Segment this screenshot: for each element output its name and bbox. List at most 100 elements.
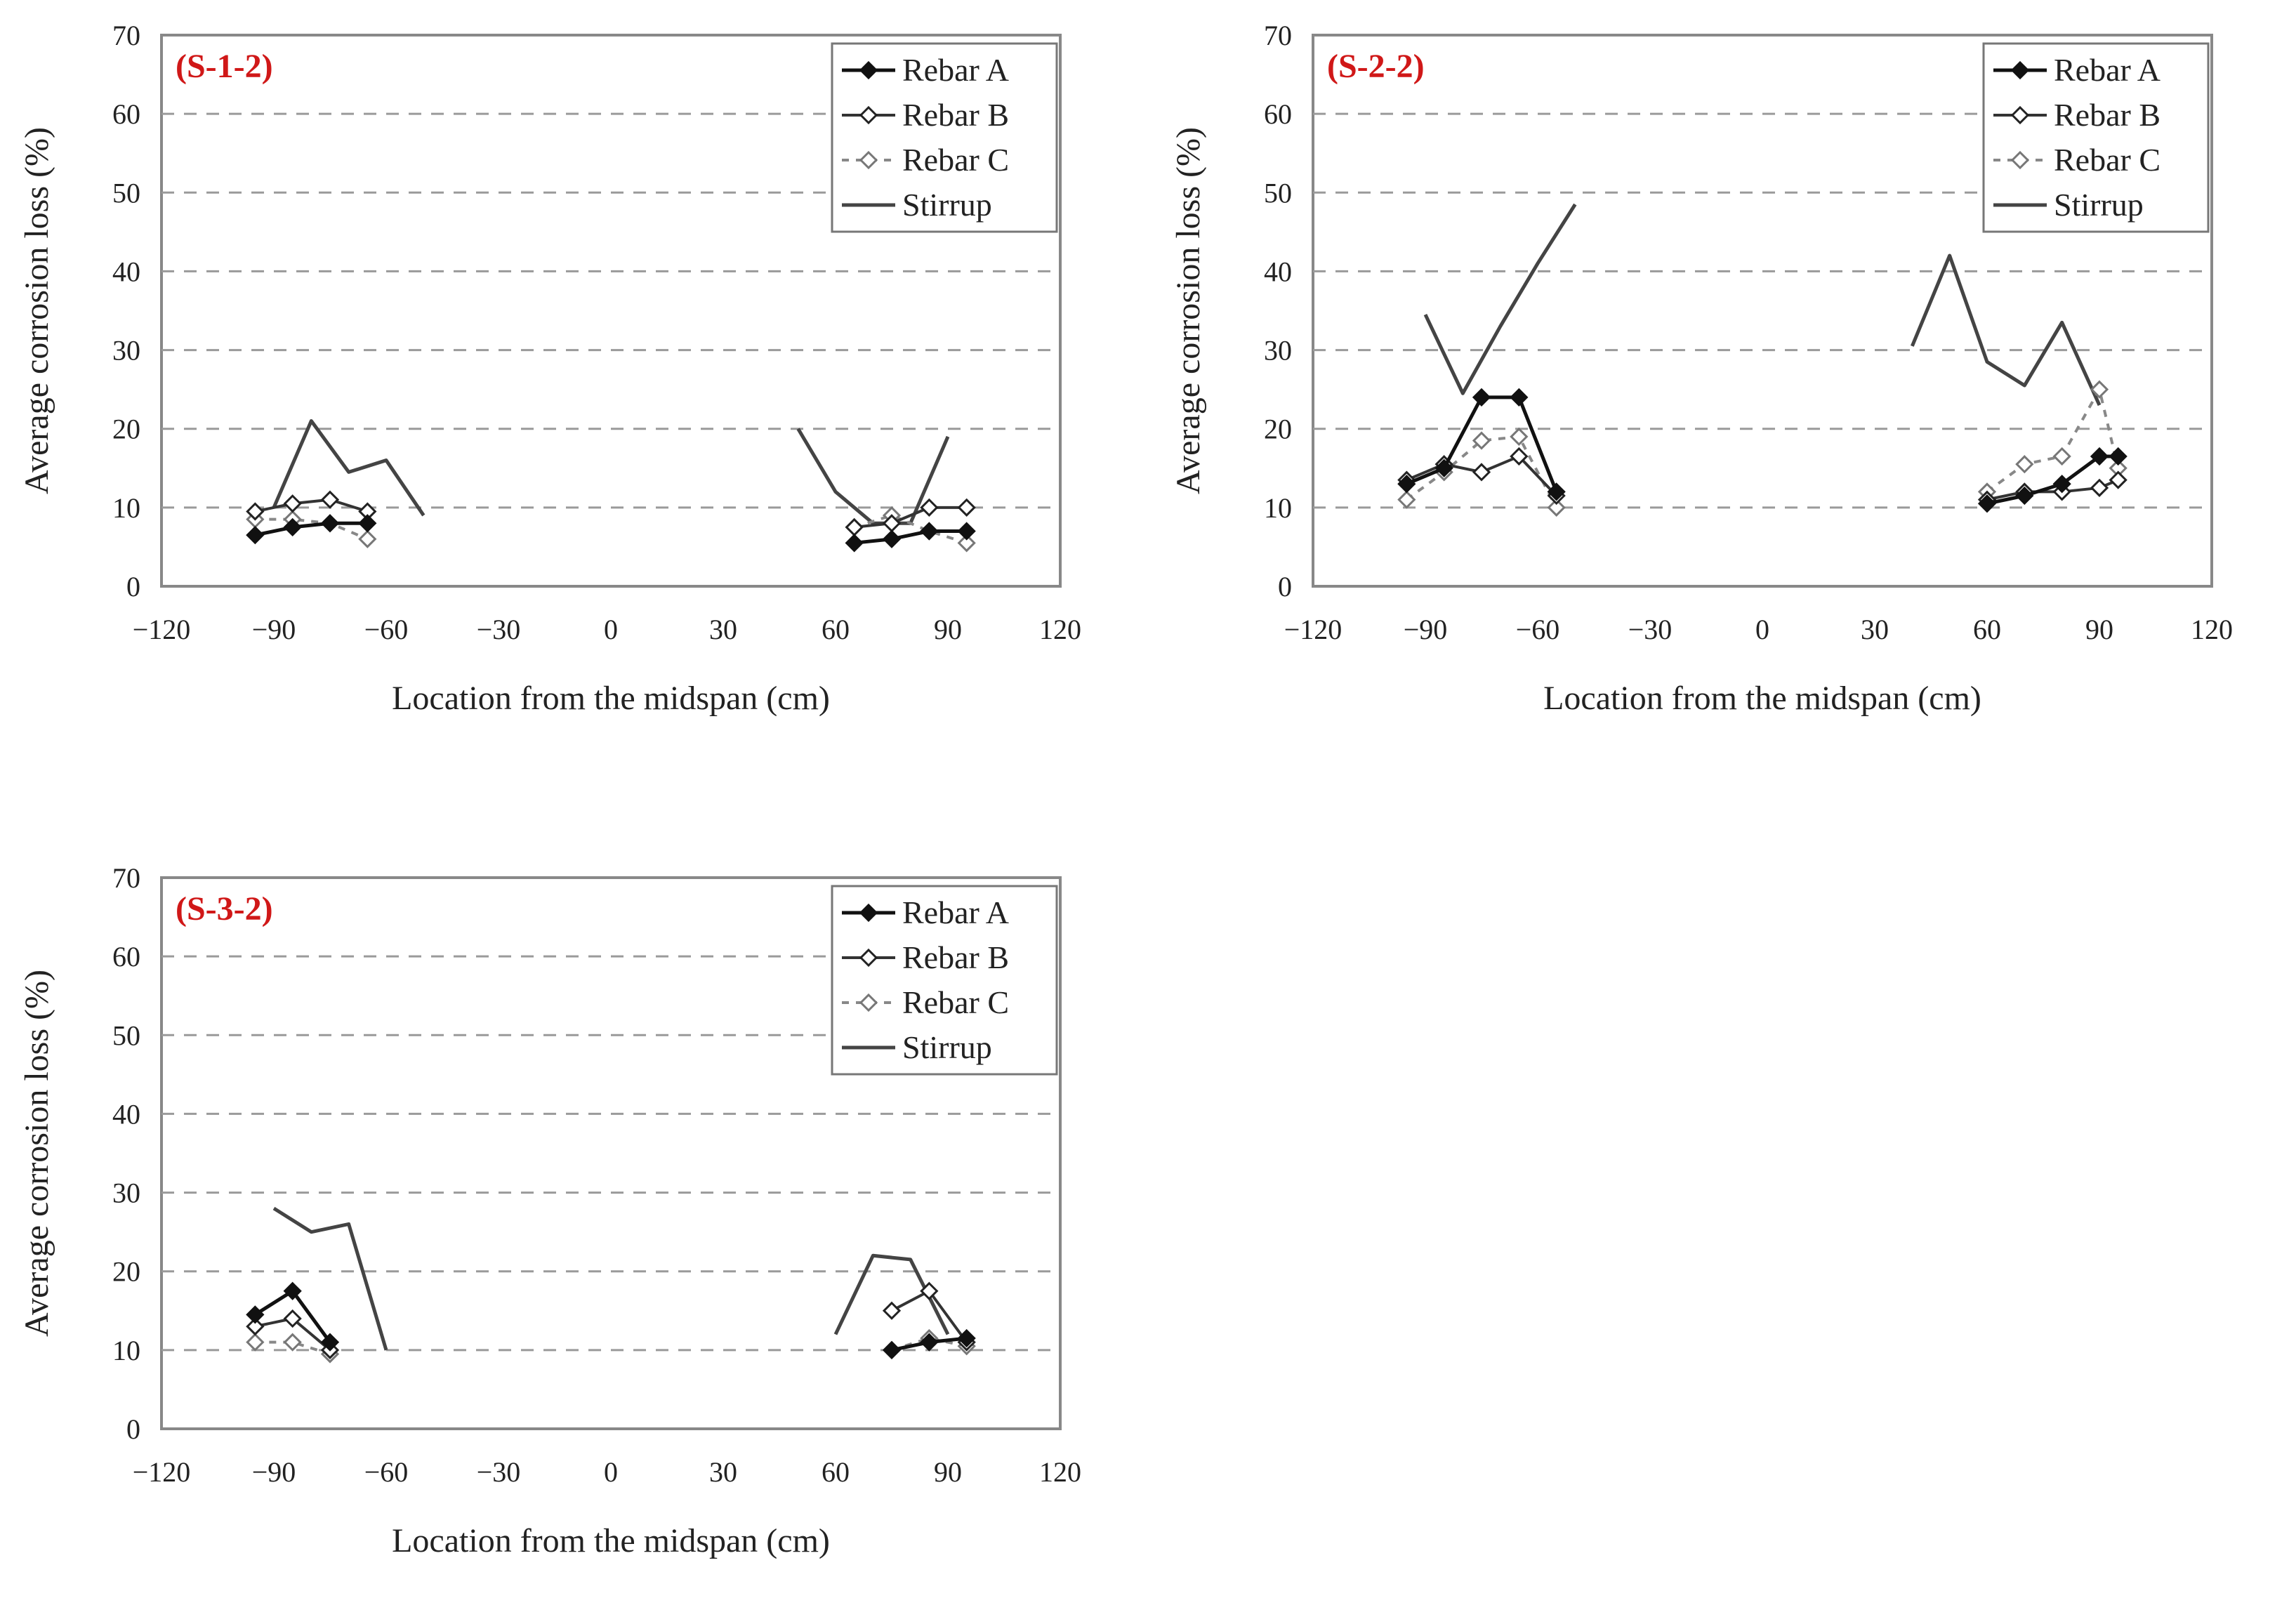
data-point-rebar-a	[2015, 486, 2034, 506]
x-tick-label: 30	[1861, 614, 1889, 645]
series-rebar-a	[246, 514, 976, 553]
series-line-rebar-b	[854, 506, 967, 529]
y-tick-label: 0	[126, 571, 140, 602]
legend-label-stirrup: Stirrup	[902, 187, 992, 223]
data-point-rebar-a	[1434, 458, 1453, 477]
legend-marker-rebar-a	[2010, 60, 2030, 80]
x-tick-label: 120	[2191, 614, 2233, 645]
y-axis-title: Average corrosion loss (%)	[18, 127, 55, 494]
y-tick-label: 60	[112, 98, 140, 130]
data-point-rebar-b	[246, 502, 265, 521]
x-tick-label: 60	[1973, 614, 2001, 645]
y-tick-label: 10	[112, 492, 140, 524]
data-point-rebar-a	[957, 1328, 976, 1348]
series-line-rebar-a	[854, 529, 967, 545]
data-point-rebar-a	[1397, 475, 1416, 494]
legend-marker-rebar-b	[2010, 105, 2030, 125]
y-tick-label: 30	[112, 335, 140, 367]
x-axis-title: Location from the midspan (cm)	[1543, 680, 1981, 717]
y-tick-label: 50	[112, 177, 140, 209]
data-point-rebar-a	[246, 1305, 265, 1324]
legend-marker-rebar-c	[2010, 150, 2030, 170]
legend-label-rebar-a: Rebar A	[902, 894, 1009, 930]
y-tick-label: 10	[1264, 492, 1292, 524]
data-point-rebar-b	[2109, 470, 2128, 489]
data-point-rebar-b	[1472, 463, 1491, 482]
legend-marker-rebar-a	[859, 903, 878, 923]
data-point-rebar-a	[920, 1333, 939, 1352]
series-stirrup	[1423, 203, 2102, 407]
y-tick-label: 40	[112, 256, 140, 287]
data-point-rebar-a	[358, 514, 377, 533]
x-tick-label: 90	[934, 614, 962, 645]
x-tick-label: −120	[1284, 614, 1343, 645]
y-tick-label: 50	[112, 1019, 140, 1051]
data-point-rebar-c	[1547, 498, 1566, 517]
y-tick-label: 20	[112, 1256, 140, 1288]
data-point-rebar-c	[2015, 455, 2034, 474]
series-line-rebar-c	[255, 517, 369, 541]
data-point-rebar-c	[1397, 490, 1416, 509]
y-tick-label: 60	[112, 941, 140, 972]
x-tick-label: 30	[709, 1456, 737, 1488]
data-point-rebar-a	[283, 517, 302, 537]
data-point-rebar-a	[1472, 388, 1491, 407]
panel-label: (S-3-2)	[176, 890, 273, 927]
x-tick-label: −90	[252, 614, 296, 645]
data-point-rebar-b	[1510, 447, 1529, 466]
y-tick-label: 0	[126, 1413, 140, 1445]
x-tick-label: −60	[1516, 614, 1560, 645]
chart-s-3-2: 0 10 20 30 40 50 60 70 −120 −90 −60 −30 0 30 60 90 120 Lo…	[18, 862, 1081, 1559]
x-tick-label: −120	[133, 614, 191, 645]
data-point-rebar-a	[1547, 482, 1566, 501]
data-point-rebar-a	[845, 534, 864, 553]
data-point-rebar-a	[2109, 447, 2128, 466]
data-point-rebar-c	[283, 1333, 302, 1352]
y-axis-title: Average corrosion loss (%)	[18, 970, 55, 1337]
legend: Rebar A Rebar B Rebar C Stirrup	[831, 42, 1058, 233]
y-tick-label: 10	[112, 1335, 140, 1366]
y-tick-label: 70	[112, 20, 140, 51]
legend: Rebar A Rebar B Rebar C Stirrup	[831, 885, 1058, 1076]
x-tick-label: −90	[252, 1456, 296, 1488]
x-tick-label: −30	[1628, 614, 1673, 645]
x-tick-label: −90	[1404, 614, 1448, 645]
x-tick-label: −60	[364, 1456, 409, 1488]
legend-marker-rebar-c	[859, 150, 878, 170]
legend-label-rebar-c: Rebar C	[902, 142, 1009, 178]
data-point-rebar-b	[246, 1317, 265, 1336]
panel-label: (S-2-2)	[1327, 48, 1425, 85]
series-line-stirrup	[272, 1206, 388, 1351]
series-line-rebar-c	[1406, 435, 1558, 508]
legend-label-rebar-a: Rebar A	[902, 52, 1009, 88]
y-tick-label: 20	[1264, 414, 1292, 445]
series-line-rebar-a	[254, 521, 368, 537]
data-point-rebar-a	[246, 525, 265, 545]
legend-box	[831, 42, 1058, 233]
legend-marker-rebar-b	[859, 105, 878, 125]
y-axis-title: Average corrosion loss (%)	[1170, 127, 1207, 494]
legend-label-rebar-b: Rebar B	[2054, 97, 2161, 133]
series-rebar-a	[1397, 388, 2128, 513]
legend-label-rebar-c: Rebar C	[902, 984, 1009, 1020]
x-tick-label: 0	[604, 614, 618, 645]
y-tick-label: 20	[112, 414, 140, 445]
x-tick-label: 60	[822, 614, 850, 645]
data-point-rebar-a	[920, 522, 939, 541]
data-point-rebar-b	[320, 490, 340, 509]
legend-marker-rebar-c	[859, 993, 878, 1012]
x-tick-label: −60	[364, 614, 409, 645]
legend-marker-rebar-a	[859, 60, 878, 80]
series-line-rebar-b	[254, 498, 368, 513]
y-tick-label: 0	[1278, 571, 1292, 602]
y-tick-label: 60	[1264, 98, 1292, 130]
data-point-rebar-c	[246, 1333, 265, 1352]
panel-label: (S-1-2)	[176, 48, 273, 85]
x-tick-label: −120	[133, 1456, 191, 1488]
x-tick-label: 120	[1039, 1456, 1081, 1488]
data-point-rebar-b	[920, 1281, 939, 1300]
series-line-rebar-c	[854, 514, 968, 545]
chart-s-2-2: 0 10 20 30 40 50 60 70 −120 −90 −60 −30 0 30 60 90 120 Lo…	[1170, 20, 2233, 717]
x-tick-label: 120	[1039, 614, 1081, 645]
x-tick-label: 90	[2085, 614, 2113, 645]
